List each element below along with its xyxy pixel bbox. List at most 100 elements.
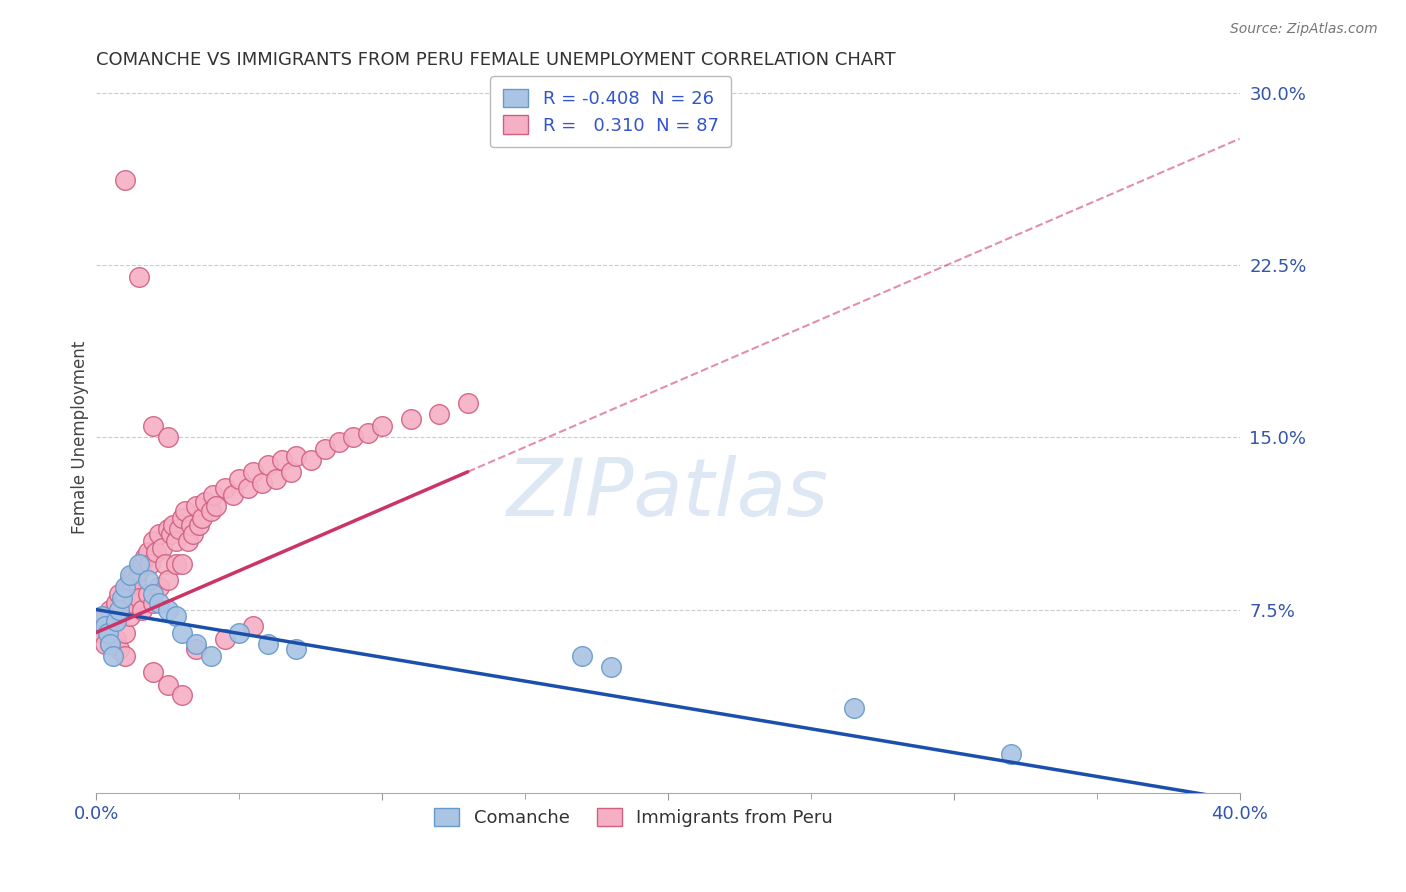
Y-axis label: Female Unemployment: Female Unemployment <box>72 341 89 534</box>
Point <box>191 510 214 524</box>
Point <box>142 596 165 610</box>
Point <box>114 591 136 606</box>
Point <box>100 637 122 651</box>
Point <box>131 602 153 616</box>
Point <box>357 425 380 440</box>
Point <box>103 614 125 628</box>
Point <box>142 586 165 600</box>
Point <box>156 522 179 536</box>
Point <box>842 701 865 715</box>
Point <box>264 472 287 486</box>
Point <box>108 641 131 656</box>
Point <box>148 526 170 541</box>
Point <box>156 678 179 692</box>
Point <box>371 418 394 433</box>
Point <box>156 573 179 587</box>
Point <box>114 625 136 640</box>
Point <box>214 632 236 647</box>
Point <box>222 488 245 502</box>
Point <box>120 609 142 624</box>
Point <box>94 609 117 624</box>
Point <box>186 641 208 656</box>
Point <box>571 648 593 663</box>
Point <box>150 541 173 555</box>
Point <box>342 430 364 444</box>
Point <box>108 586 131 600</box>
Point <box>122 596 145 610</box>
Legend: Comanche, Immigrants from Peru: Comanche, Immigrants from Peru <box>427 800 841 834</box>
Point <box>285 449 308 463</box>
Point <box>228 625 250 640</box>
Point <box>148 596 170 610</box>
Point <box>90 609 112 624</box>
Point <box>128 557 150 571</box>
Point <box>148 580 170 594</box>
Point <box>97 625 120 640</box>
Point <box>153 557 176 571</box>
Point <box>131 557 153 571</box>
Point <box>100 637 122 651</box>
Point <box>134 549 156 564</box>
Point <box>162 517 184 532</box>
Point <box>94 618 117 632</box>
Point <box>188 517 211 532</box>
Point <box>103 648 125 663</box>
Point <box>183 526 205 541</box>
Point <box>142 665 165 679</box>
Point <box>170 557 193 571</box>
Point <box>205 500 228 514</box>
Point <box>122 568 145 582</box>
Point <box>285 641 308 656</box>
Point <box>250 476 273 491</box>
Point <box>100 602 122 616</box>
Point <box>271 453 294 467</box>
Point <box>128 591 150 606</box>
Point <box>170 688 193 702</box>
Point <box>87 618 110 632</box>
Point <box>90 625 112 640</box>
Point <box>142 533 165 548</box>
Point <box>299 453 322 467</box>
Point <box>170 510 193 524</box>
Point <box>256 458 278 472</box>
Point <box>176 533 198 548</box>
Point <box>170 625 193 640</box>
Text: COMANCHE VS IMMIGRANTS FROM PERU FEMALE UNEMPLOYMENT CORRELATION CHART: COMANCHE VS IMMIGRANTS FROM PERU FEMALE … <box>96 51 896 69</box>
Point <box>186 637 208 651</box>
Point <box>242 465 264 479</box>
Point <box>108 602 131 616</box>
Point <box>399 412 422 426</box>
Point <box>120 568 142 582</box>
Point <box>1000 747 1022 762</box>
Point <box>214 481 236 495</box>
Point <box>328 434 350 449</box>
Text: ZIPatlas: ZIPatlas <box>506 455 830 533</box>
Point <box>280 465 302 479</box>
Point <box>200 504 222 518</box>
Point <box>136 545 159 559</box>
Point <box>128 564 150 578</box>
Point <box>236 481 259 495</box>
Point <box>120 573 142 587</box>
Point <box>202 488 225 502</box>
Point <box>114 173 136 187</box>
Point <box>427 408 450 422</box>
Point <box>173 504 195 518</box>
Point <box>167 522 190 536</box>
Point <box>145 545 167 559</box>
Point <box>156 602 179 616</box>
Point <box>105 596 128 610</box>
Point <box>165 557 187 571</box>
Point <box>200 648 222 663</box>
Point <box>159 526 181 541</box>
Point <box>128 269 150 284</box>
Point <box>105 632 128 647</box>
Point <box>142 418 165 433</box>
Point <box>111 591 134 606</box>
Point <box>314 442 336 456</box>
Point <box>136 586 159 600</box>
Point <box>228 472 250 486</box>
Point <box>242 618 264 632</box>
Point <box>179 517 201 532</box>
Point <box>139 557 162 571</box>
